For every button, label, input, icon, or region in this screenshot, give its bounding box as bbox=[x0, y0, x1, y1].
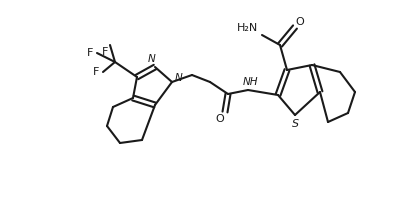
Text: S: S bbox=[292, 119, 299, 129]
Text: O: O bbox=[215, 114, 224, 124]
Text: F: F bbox=[87, 48, 93, 58]
Text: NH: NH bbox=[242, 77, 258, 87]
Text: H₂N: H₂N bbox=[238, 23, 259, 33]
Text: N: N bbox=[148, 54, 156, 64]
Text: F: F bbox=[93, 67, 99, 77]
Text: N: N bbox=[175, 73, 183, 83]
Text: O: O bbox=[296, 17, 305, 27]
Text: F: F bbox=[102, 47, 108, 57]
